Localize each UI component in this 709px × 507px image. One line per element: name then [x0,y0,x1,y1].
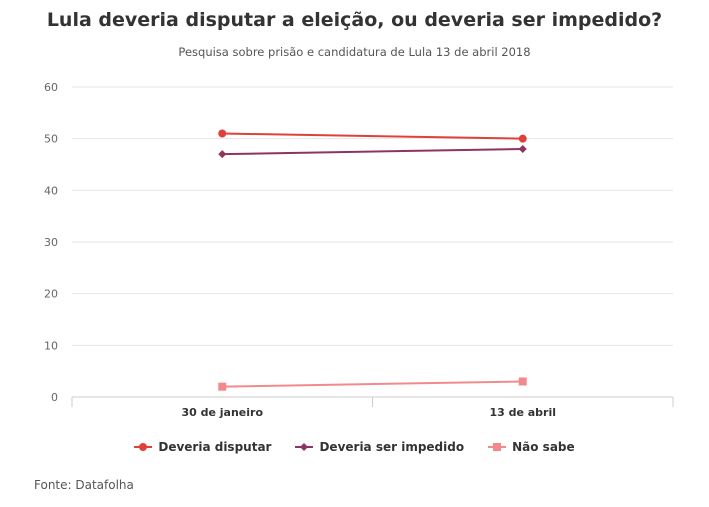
y-tick-label: 10 [44,339,58,352]
gridlines [72,86,673,346]
x-tick-label: 30 de janeiro [181,406,263,419]
data-point [218,129,227,138]
legend-item-deveria-disputar[interactable]: Deveria disputar [134,440,271,454]
source-note: Fonte: Datafolha [34,478,134,492]
data-point [518,377,527,386]
x-axis-ticks: 30 de janeiro 13 de abril [181,406,556,419]
series-line [222,380,523,388]
y-tick-label: 60 [44,81,58,94]
data-point [518,145,527,153]
x-axis [71,396,674,407]
y-axis-ticks: 0 10 20 30 40 50 60 [44,81,58,404]
data-point [518,134,527,143]
series-line [222,132,523,140]
legend-circle-marker-icon [134,443,153,451]
data-point [218,150,227,159]
legend-label: Deveria disputar [158,440,272,454]
x-tick-label: 13 de abril [489,406,556,419]
y-tick-label: 20 [44,288,58,301]
legend-label: Não sabe [512,440,575,454]
y-tick-label: 40 [44,184,58,197]
legend-diamond-marker-icon [295,443,314,451]
series-lines [218,129,527,391]
legend-label: Deveria ser impedido [319,440,465,454]
legend-item-deveria-ser-impedido[interactable]: Deveria ser impedido [295,440,464,454]
line-chart: 0 10 20 30 40 50 60 30 de janeiro 13 de abril [44,81,674,419]
chart-subtitle: Pesquisa sobre prisão e candidatura de L… [178,45,531,59]
y-tick-label: 50 [44,133,58,146]
legend: Deveria disputar Deveria ser impedido Nã… [0,440,709,454]
chart-title: Lula deveria disputar a eleição, ou deve… [46,9,663,31]
legend-item-nao-sabe[interactable]: Não sabe [488,440,575,454]
series-line [222,148,523,156]
y-tick-label: 30 [44,236,58,249]
y-tick-label: 0 [51,391,58,404]
data-point [218,382,227,391]
legend-square-marker-icon [488,443,507,451]
